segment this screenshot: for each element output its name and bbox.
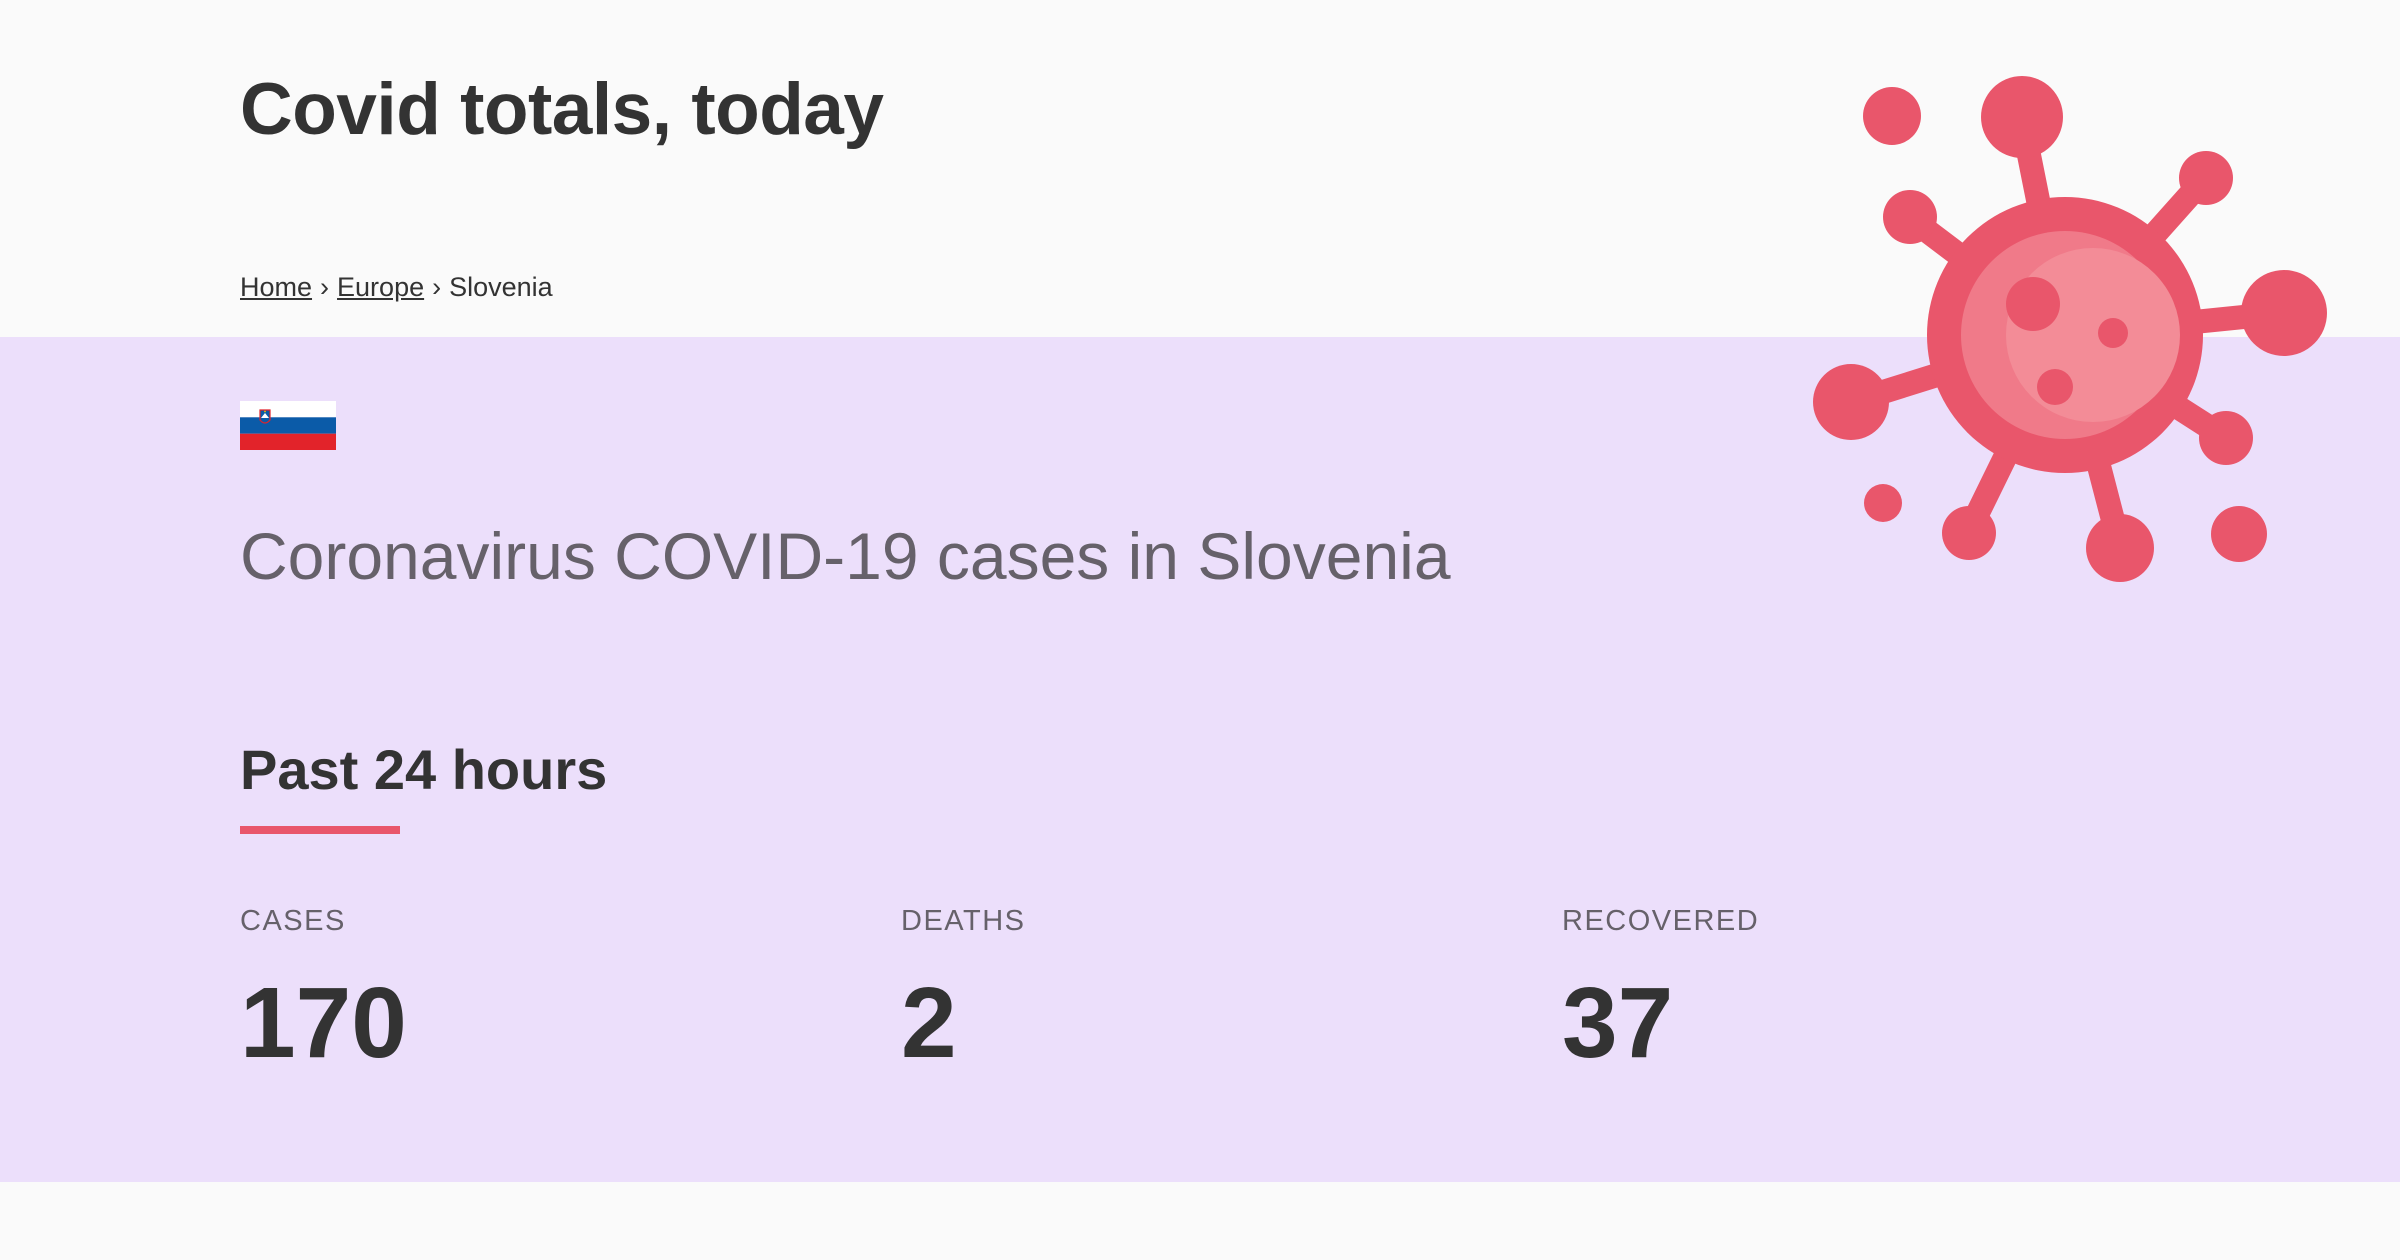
stat-cases: CASES 170: [240, 905, 840, 1073]
section-title: Past 24 hours: [240, 738, 608, 801]
stat-value: 2: [901, 967, 957, 1079]
breadcrumb-separator: ›: [320, 272, 330, 302]
stat-value: 170: [240, 967, 407, 1079]
breadcrumb-europe-link[interactable]: Europe: [337, 272, 425, 302]
breadcrumb: Home › Europe › Slovenia: [240, 272, 553, 303]
stat-label: CASES: [240, 905, 346, 937]
stat-label: DEATHS: [901, 905, 1026, 937]
breadcrumb-separator: ›: [432, 272, 442, 302]
stat-value: 37: [1562, 967, 1674, 1079]
breadcrumb-home-link[interactable]: Home: [240, 272, 313, 302]
site-title: Covid totals, today: [240, 69, 884, 150]
section-underline: [240, 826, 400, 834]
virus-icon: [1813, 76, 2327, 582]
site-header: Covid totals, today Home › Europe › Slovenia: [0, 0, 2400, 337]
country-heading: Coronavirus COVID-19 cases in Slovenia: [240, 519, 1451, 593]
stat-deaths: DEATHS 2: [901, 905, 1501, 1073]
slovenia-flag-icon: [240, 401, 336, 450]
stat-label: RECOVERED: [1562, 905, 1760, 937]
stat-recovered: RECOVERED 37: [1562, 905, 2162, 1073]
breadcrumb-current: Slovenia: [449, 272, 553, 302]
